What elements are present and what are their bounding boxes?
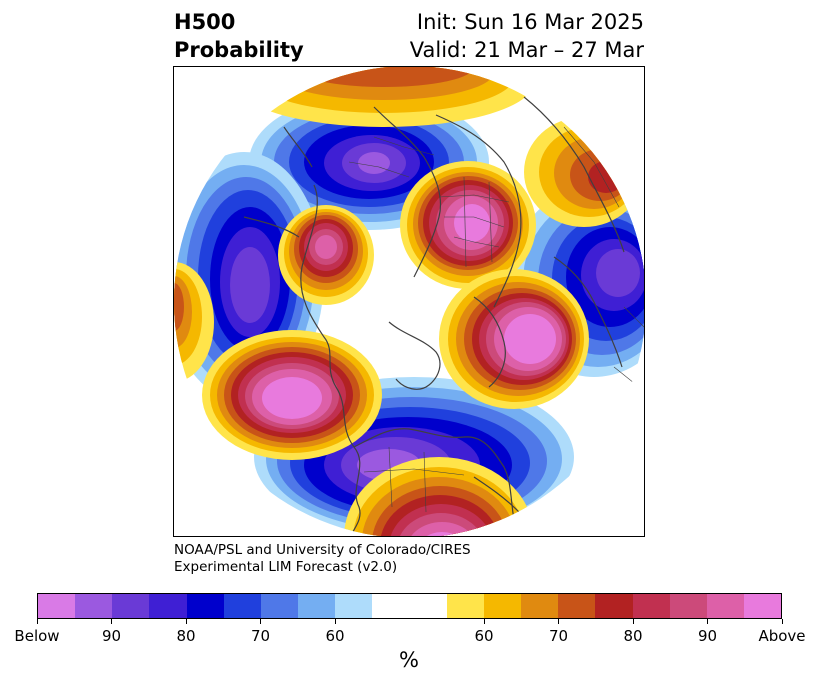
colorbar-segment	[409, 594, 447, 618]
colorbar-tick-mark	[483, 619, 485, 624]
colorbar-tick-label: 60	[474, 627, 494, 645]
colorbar	[37, 593, 782, 619]
colorbar-tick-mark	[781, 619, 783, 624]
title-line-2: Probability	[174, 38, 304, 62]
colorbar-tick-mark	[111, 619, 112, 624]
colorbar-segment	[186, 594, 224, 618]
colorbar-segment	[75, 594, 113, 618]
probability-map-svg	[174, 67, 644, 536]
positive-anomaly-southwest	[202, 330, 382, 460]
colorbar-segment	[632, 594, 670, 618]
credit-line-1: NOAA/PSL and University of Colorado/CIRE…	[174, 542, 471, 558]
colorbar-tick-label: 60	[325, 627, 345, 645]
north-pole-marker	[405, 297, 415, 307]
colorbar-segment	[669, 594, 707, 618]
data-credit: NOAA/PSL and University of Colorado/CIRE…	[174, 542, 471, 576]
colorbar-segment	[112, 594, 150, 618]
colorbar-segment	[446, 594, 484, 618]
colorbar-segment	[558, 594, 596, 618]
colorbar-segment	[372, 594, 410, 618]
positive-anomaly-center-north	[400, 161, 536, 289]
colorbar-tick-label: Above	[758, 627, 806, 645]
polar-map	[173, 66, 645, 537]
colorbar-segment	[595, 594, 633, 618]
colorbar-tick-mark	[707, 619, 708, 624]
colorbar-tick-label: Below	[14, 627, 60, 645]
colorbar-tick-label: 80	[176, 627, 196, 645]
colorbar-segment	[298, 594, 336, 618]
colorbar-tick-label: 90	[101, 627, 122, 645]
map-title: H500 Probability	[174, 8, 304, 64]
colorbar-segment	[483, 594, 522, 618]
colorbar-segment	[149, 594, 187, 618]
title-line-1: H500	[174, 10, 236, 34]
coastlines	[243, 96, 625, 536]
colorbar-tick-mark	[632, 619, 634, 624]
colorbar-segment	[706, 594, 744, 618]
colorbar-tick-mark	[185, 619, 187, 624]
colorbar-tick-mark	[334, 619, 336, 624]
colorbar-segment	[38, 594, 76, 618]
valid-date: Valid: 21 Mar – 27 Mar	[409, 38, 644, 62]
probability-field	[174, 67, 644, 536]
colorbar-tick-label: 80	[623, 627, 643, 645]
positive-anomaly-northeast	[524, 117, 644, 227]
colorbar-tick-label: 70	[548, 627, 569, 645]
colorbar-segment	[260, 594, 299, 618]
colorbar-tick-mark	[36, 619, 38, 624]
positive-anomaly-top-arc	[234, 67, 534, 127]
colorbar-unit: %	[399, 648, 419, 672]
colorbar-tick-mark	[260, 619, 261, 624]
colorbar-segment	[743, 594, 782, 618]
colorbar-segment	[521, 594, 559, 618]
colorbar-tick-label: 90	[697, 627, 718, 645]
colorbar-tick-label: 70	[250, 627, 271, 645]
colorbar-segment	[223, 594, 261, 618]
positive-anomaly-atlantic	[439, 269, 589, 409]
colorbar-tick-mark	[558, 619, 559, 624]
positive-anomaly-pacific-north	[278, 205, 374, 305]
colorbar-segment	[335, 594, 373, 618]
positive-anomaly-west-edge	[174, 262, 214, 382]
init-date: Init: Sun 16 Mar 2025	[416, 10, 644, 34]
credit-line-2: Experimental LIM Forecast (v2.0)	[174, 559, 398, 575]
forecast-dates: Init: Sun 16 Mar 2025 Valid: 21 Mar – 27…	[410, 8, 644, 64]
